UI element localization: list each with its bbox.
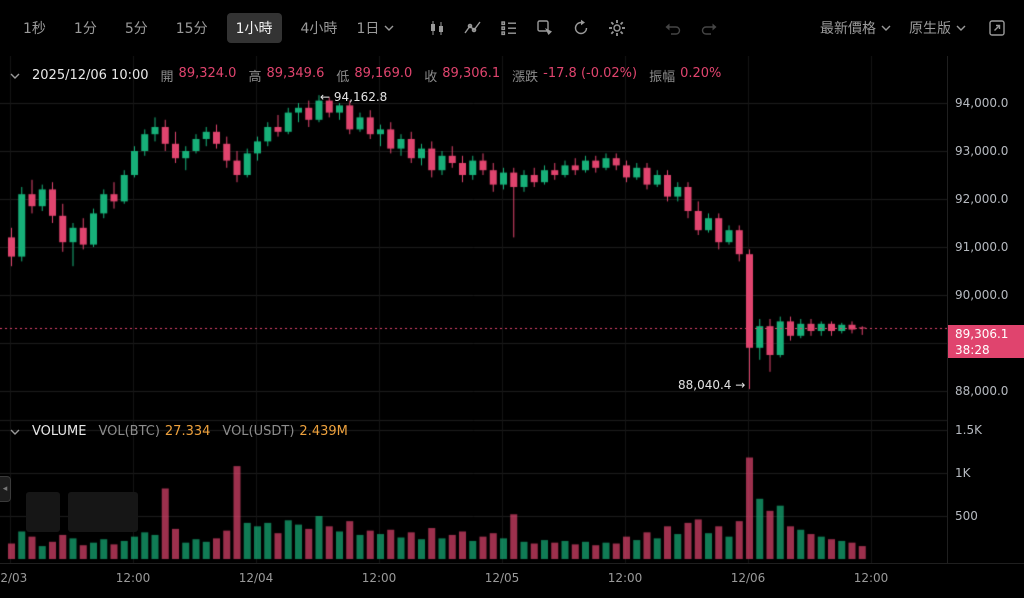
open-field: 開 89,324.0 xyxy=(160,66,237,85)
undo-icon[interactable] xyxy=(660,15,686,41)
interval-1d-dropdown[interactable]: 1日 xyxy=(356,18,394,38)
time-tick: 12/03 xyxy=(0,571,28,585)
collapse-volume-icon[interactable] xyxy=(10,429,20,435)
chart-plot-area: 2025/12/06 10:00 開 89,324.0 高 89,349.6 低 89… xyxy=(0,56,947,563)
volume-title: VOLUME xyxy=(32,424,87,439)
volume-tick: 1K xyxy=(955,466,971,480)
change-field: 漲跌 -17.8 (-0.02%) xyxy=(512,66,638,85)
toolbar-left: 1秒 1分 5分 15分 1小時 4小時 1日 xyxy=(14,13,722,43)
vol-usdt-field: VOL(USDT) 2.439M xyxy=(222,424,348,439)
time-tick: 12:00 xyxy=(607,571,643,585)
time-tick: 12/04 xyxy=(238,571,274,585)
amplitude-field: 振幅 0.20% xyxy=(649,66,722,85)
price-axis[interactable]: 94,000.0 93,000.0 92,000.0 91,000.0 90,0… xyxy=(947,56,1024,563)
chevron-down-icon xyxy=(881,25,891,31)
toolbar-right: 最新價格 原生版 xyxy=(820,15,1010,41)
last-price-value: 89,306.1 xyxy=(955,327,1009,341)
candle-datetime: 2025/12/06 10:00 xyxy=(32,68,149,83)
vol-btc-field: VOL(BTC) 27.334 xyxy=(98,424,211,439)
close-field: 收 89,306.1 xyxy=(424,66,501,85)
price-tick: 94,000.0 xyxy=(955,96,1009,110)
last-price-badge: 89,306.1 38:28 xyxy=(948,325,1024,358)
time-tick: 12:00 xyxy=(853,571,889,585)
toolbar: 1秒 1分 5分 15分 1小時 4小時 1日 xyxy=(0,0,1024,56)
high-field: 高 89,349.6 xyxy=(248,66,325,85)
panel-collapse-handle[interactable]: ◂ xyxy=(0,476,11,502)
price-tick: 91,000.0 xyxy=(955,240,1009,254)
interval-1s[interactable]: 1秒 xyxy=(14,13,55,43)
collapse-pane-icon[interactable] xyxy=(10,73,20,79)
settings-gear-icon[interactable] xyxy=(604,15,630,41)
chevron-down-icon xyxy=(384,25,394,31)
low-annotation: 88,040.4 → xyxy=(678,378,746,392)
interval-15m[interactable]: 15分 xyxy=(167,13,217,43)
interval-1m[interactable]: 1分 xyxy=(65,13,106,43)
candle-countdown: 38:28 xyxy=(955,343,990,357)
price-tick: 93,000.0 xyxy=(955,144,1009,158)
time-tick: 12:00 xyxy=(115,571,151,585)
watermark xyxy=(26,492,138,532)
high-annotation: ← 94,162.8 xyxy=(320,90,388,104)
indicators-icon[interactable] xyxy=(460,15,486,41)
chart-canvas[interactable] xyxy=(0,56,947,563)
latest-price-label: 最新價格 xyxy=(820,21,876,37)
volume-header: VOLUME VOL(BTC) 27.334 VOL(USDT) 2.439M xyxy=(10,424,348,439)
replay-icon[interactable] xyxy=(568,15,594,41)
native-version-dropdown[interactable]: 原生版 xyxy=(909,18,966,38)
redo-icon[interactable] xyxy=(696,15,722,41)
time-tick: 12/06 xyxy=(730,571,766,585)
interval-1h[interactable]: 1小時 xyxy=(226,13,282,43)
volume-tick: 1.5K xyxy=(955,423,982,437)
latest-price-dropdown[interactable]: 最新價格 xyxy=(820,18,891,38)
indicator-list-icon[interactable] xyxy=(496,15,522,41)
candlestick-style-icon[interactable] xyxy=(424,15,450,41)
interval-4h[interactable]: 4小時 xyxy=(292,13,347,43)
chevron-down-icon xyxy=(956,25,966,31)
time-axis[interactable]: 12/03 12:00 12/04 12:00 12/05 12:00 12/0… xyxy=(0,563,1024,598)
time-tick: 12:00 xyxy=(361,571,397,585)
interval-5m[interactable]: 5分 xyxy=(116,13,157,43)
price-tick: 88,000.0 xyxy=(955,384,1009,398)
time-tick: 12/05 xyxy=(484,571,520,585)
ohlc-info-bar: 2025/12/06 10:00 開 89,324.0 高 89,349.6 低 89… xyxy=(10,66,721,85)
price-tick: 92,000.0 xyxy=(955,192,1009,206)
price-tick: 90,000.0 xyxy=(955,288,1009,302)
interval-1d-label: 1日 xyxy=(356,21,380,37)
low-field: 低 89,169.0 xyxy=(336,66,413,85)
native-version-label: 原生版 xyxy=(909,21,951,37)
volume-tick: 500 xyxy=(955,509,978,523)
expand-icon[interactable] xyxy=(984,15,1010,41)
draw-tool-icon[interactable] xyxy=(532,15,558,41)
